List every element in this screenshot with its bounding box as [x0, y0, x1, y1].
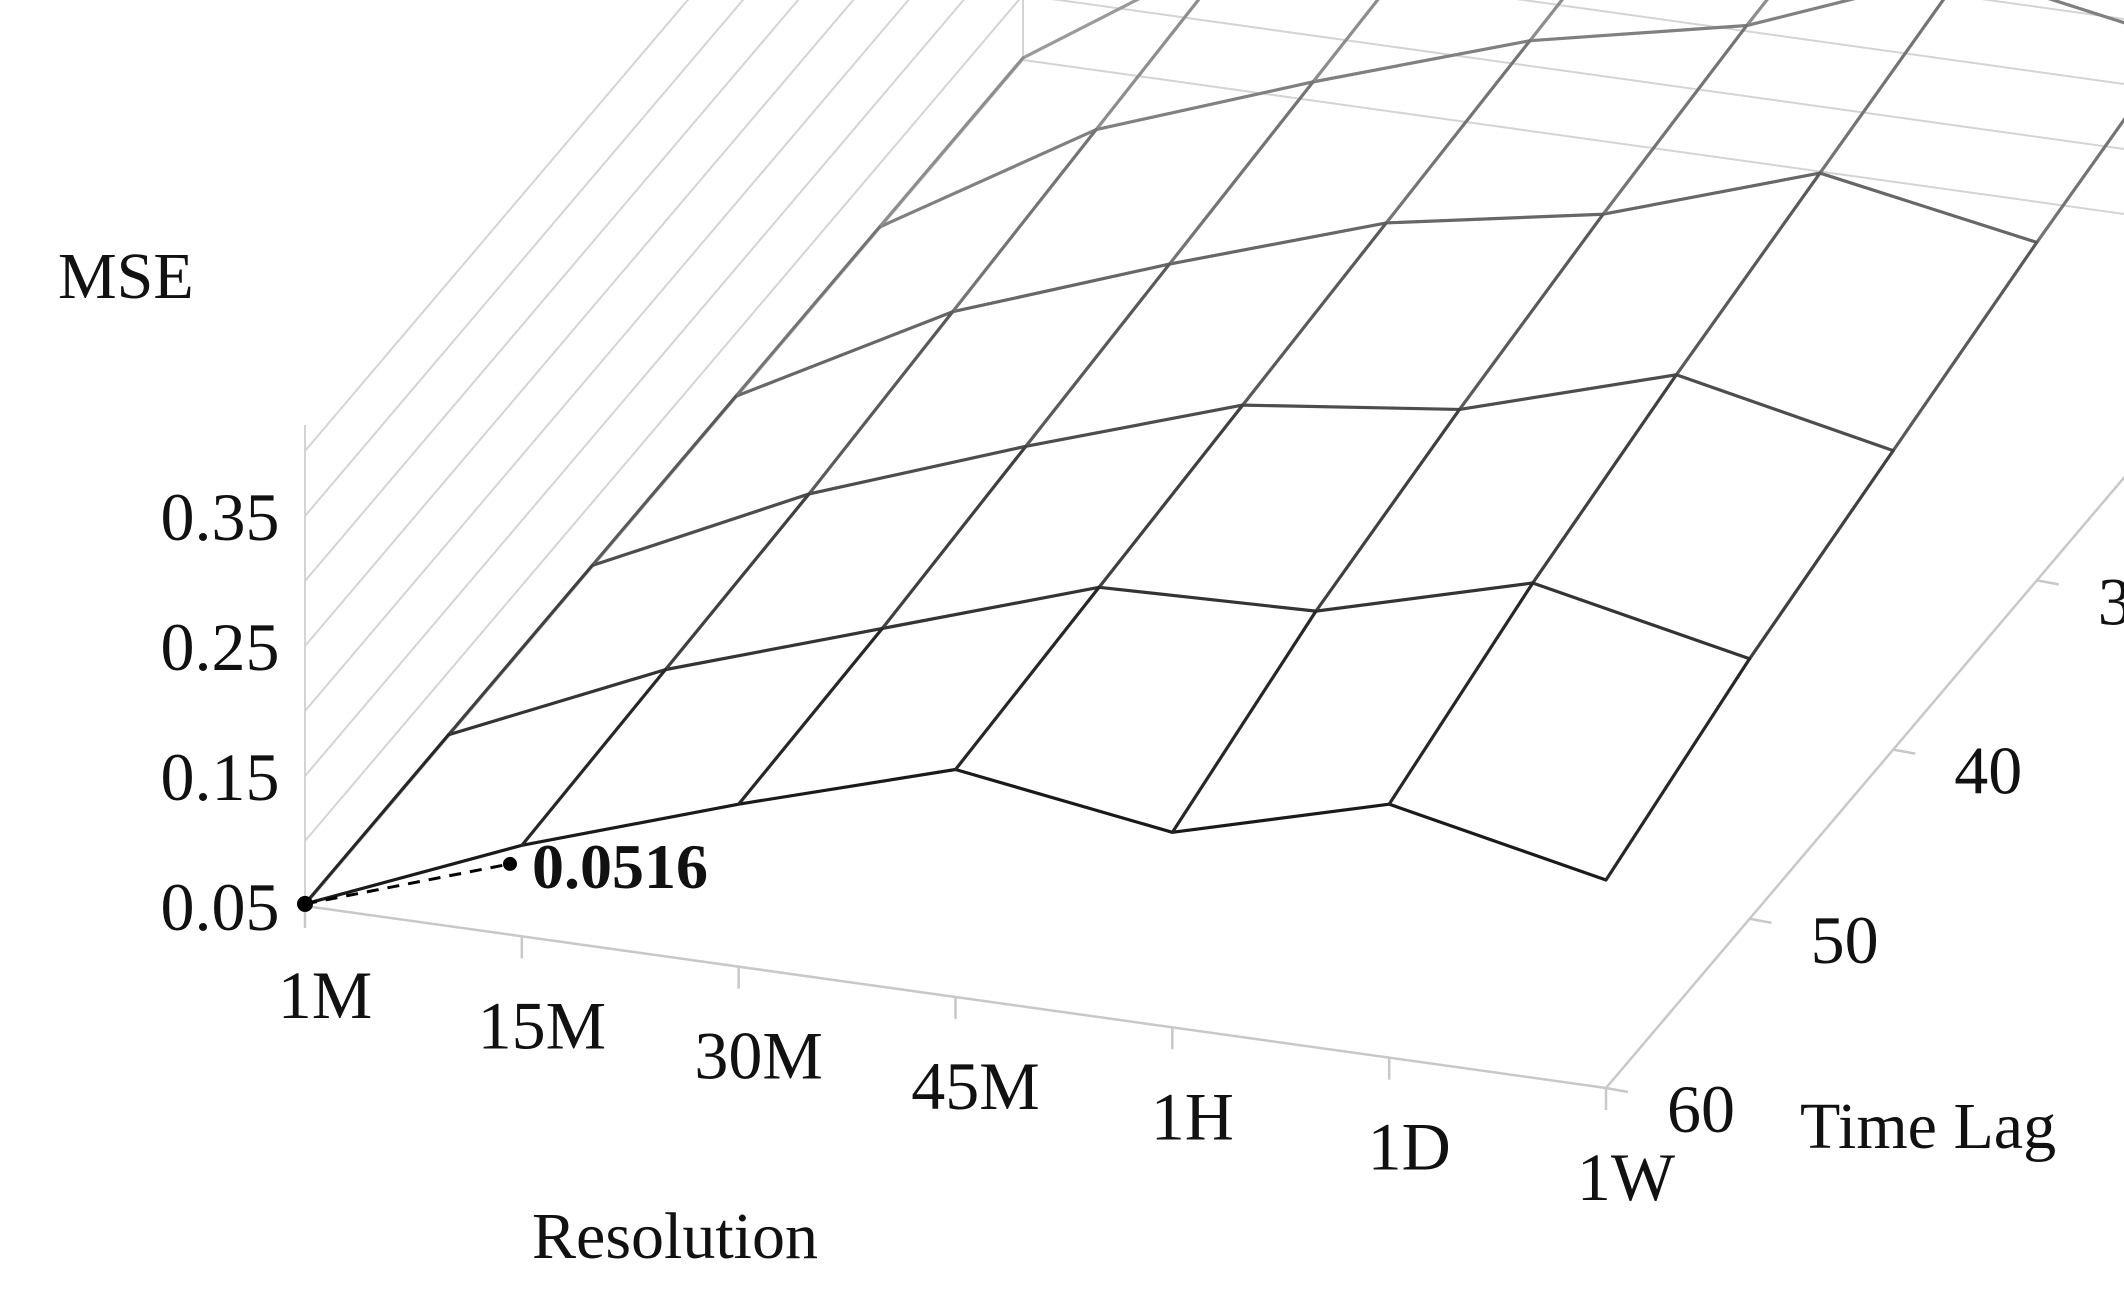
surface-col-1H [1316, 409, 1460, 611]
surface-col-45M [1243, 223, 1387, 405]
surface-col-15M [665, 494, 809, 670]
surface-col-45M [1386, 41, 1530, 223]
surface-col-1H [1460, 214, 1604, 409]
surface-col-1H [1172, 611, 1316, 832]
surface-col-1M [305, 735, 449, 904]
x-tick-label: 1H [1151, 1078, 1234, 1154]
surface-row-10 [1023, 0, 2124, 58]
x-axis-title: Resolution [532, 1200, 818, 1273]
surface-row-20 [879, 0, 2124, 227]
z-tick-label: 0.25 [161, 609, 280, 685]
surface-row-30 [736, 173, 2037, 396]
y-tick [1606, 1088, 1628, 1092]
z-axis-title: MSE [58, 240, 194, 313]
surface-col-1D [1389, 583, 1533, 804]
labels: MSE Resolution Time Lag [58, 240, 2056, 1273]
wall-gridline [305, 0, 2124, 646]
y-axis-title: Time Lag [1800, 1090, 2056, 1163]
y-tick-label: 30 [2098, 563, 2124, 639]
surface-col-15M [522, 670, 666, 846]
y-tick [2037, 580, 2059, 584]
surface-col-1D [1676, 173, 1820, 375]
x-tick-label: 1W [1577, 1139, 1676, 1215]
surface-col-1M [736, 227, 880, 396]
z-tick-label: 0.05 [161, 869, 280, 945]
y-tick [1750, 919, 1772, 923]
surface-col-45M [1099, 405, 1243, 587]
y-tick [1893, 750, 1915, 754]
wall-gridline [305, 0, 2124, 841]
surface-col-1D [1533, 375, 1677, 583]
surface-col-45M [956, 587, 1100, 769]
surface-row-50 [449, 583, 1750, 735]
z-tick-label: 0.15 [161, 739, 280, 815]
y-tick-label: 50 [1811, 902, 1879, 978]
surface-col-1W [1606, 659, 1750, 880]
surface-col-1H [1603, 26, 1747, 215]
surface-col-30M [739, 628, 883, 804]
annotation-end-dot [503, 857, 517, 871]
x-tick-label: 15M [478, 987, 606, 1063]
z-tick-label: 0.35 [161, 479, 280, 555]
wall-gridline [305, 0, 2124, 711]
x-tick-label: 1D [1368, 1109, 1451, 1185]
annotation-label: 0.0516 [532, 831, 708, 902]
surface-col-1W [1893, 242, 2037, 450]
y-tick-label: 40 [1954, 733, 2022, 809]
x-tick-label: 1M [278, 957, 372, 1033]
surface-mesh [305, 0, 2124, 904]
surface-col-1D [1820, 0, 1964, 173]
surface-row-60 [305, 770, 1606, 904]
surface-col-15M [1096, 0, 1240, 130]
axes: 1M15M30M45M1H1D1W1020304050600.050.150.2… [161, 225, 2124, 1215]
surface-col-1M [449, 566, 593, 735]
y-tick-label: 60 [1667, 1071, 1735, 1147]
wall-gridline [305, 0, 2124, 451]
x-tick-label: 30M [694, 1018, 822, 1094]
surface-col-1W [1750, 451, 1894, 659]
surface-col-1M [879, 58, 1023, 227]
x-tick-label: 45M [911, 1048, 1039, 1124]
